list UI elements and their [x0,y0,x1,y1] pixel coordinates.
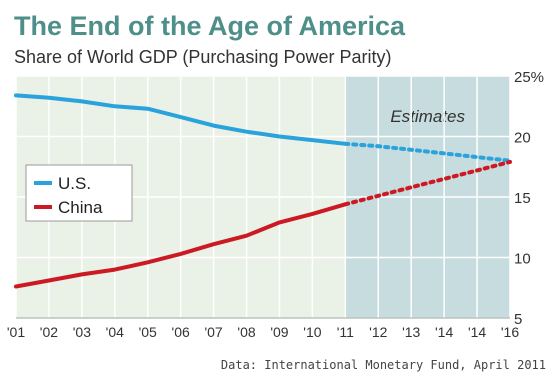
x-tick-label: '07 [204,324,222,340]
y-tick-label: 5 [514,311,522,328]
y-tick-label: 25% [514,69,544,86]
chart-title: The End of the Age of America [14,11,406,41]
x-tick-label: '16 [501,324,519,340]
series-line-china-actual [14,202,348,289]
series-line-us-estimate [343,141,512,163]
chart-subtitle: Share of World GDP (Purchasing Power Par… [14,47,391,67]
legend-box [25,164,133,222]
x-tick-label: '14 [435,324,453,340]
y-tick-label: 10 [514,251,531,268]
legend: U.S. China [25,164,133,222]
x-tick-label: '04 [106,324,124,340]
x-tick-label: '10 [303,324,321,340]
x-axis: '01 '02 '03 '04 '05 '06 '07 '08 '09 '10 '11 '12 '13 '… [7,324,519,340]
y-axis: 5 10 15 20 25% [514,69,544,328]
x-tick-label: '05 [139,324,157,340]
legend-label-us: U.S. [58,174,91,193]
x-tick-label: '14 [468,324,486,340]
y-tick-label: 20 [514,130,531,147]
x-tick-label: '06 [172,324,190,340]
estimates-label: Estimates [390,107,465,126]
y-tick-label: 15 [514,190,531,207]
x-tick-label: '03 [73,324,91,340]
x-tick-label: '02 [40,324,58,340]
x-tick-label: '09 [270,324,288,340]
series-line-china-estimate [343,159,512,207]
x-tick-label: '13 [402,324,420,340]
legend-label-china: China [58,198,103,217]
x-tick-label: '01 [7,324,25,340]
x-tick-label: '08 [237,324,255,340]
series-line-us-actual [14,93,348,146]
source-note: Data: International Monetary Fund, April… [221,358,546,372]
x-tick-label: '12 [369,324,387,340]
x-tick-label: '11 [337,324,354,340]
series-lines [14,93,512,289]
